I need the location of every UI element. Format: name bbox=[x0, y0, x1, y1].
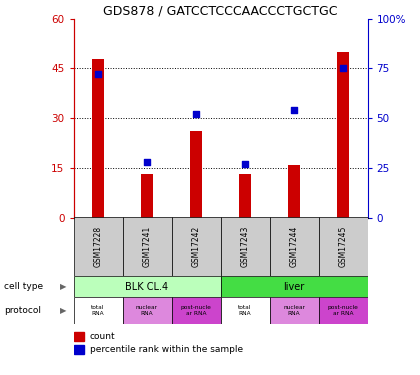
Bar bbox=[123, 297, 171, 324]
Point bbox=[144, 159, 150, 165]
Bar bbox=[270, 217, 318, 276]
Bar bbox=[220, 276, 368, 297]
Bar bbox=[318, 217, 368, 276]
Bar bbox=[141, 174, 153, 217]
Bar bbox=[220, 297, 270, 324]
Bar bbox=[74, 217, 123, 276]
Bar bbox=[318, 297, 368, 324]
Text: post-nucle
ar RNA: post-nucle ar RNA bbox=[181, 306, 211, 316]
Text: cell type: cell type bbox=[4, 282, 43, 291]
Bar bbox=[74, 276, 220, 297]
Text: total
RNA: total RNA bbox=[238, 306, 252, 316]
Text: percentile rank within the sample: percentile rank within the sample bbox=[90, 345, 243, 354]
Bar bbox=[190, 131, 202, 218]
Point bbox=[340, 65, 346, 71]
Text: ▶: ▶ bbox=[60, 306, 66, 315]
Text: count: count bbox=[90, 332, 116, 341]
Bar bbox=[171, 297, 220, 324]
Text: ▶: ▶ bbox=[60, 282, 66, 291]
Text: BLK CL.4: BLK CL.4 bbox=[126, 282, 168, 291]
Text: nuclear
RNA: nuclear RNA bbox=[136, 306, 158, 316]
Bar bbox=[239, 174, 251, 217]
Point bbox=[193, 111, 199, 117]
Bar bbox=[220, 217, 270, 276]
Point bbox=[241, 161, 248, 167]
Bar bbox=[74, 332, 84, 341]
Text: protocol: protocol bbox=[4, 306, 41, 315]
Text: GSM17245: GSM17245 bbox=[339, 226, 347, 267]
Bar bbox=[92, 58, 104, 217]
Text: GSM17241: GSM17241 bbox=[142, 226, 152, 267]
Bar bbox=[74, 297, 123, 324]
Text: GSM17242: GSM17242 bbox=[192, 226, 200, 267]
Text: GSM17228: GSM17228 bbox=[94, 226, 102, 267]
Bar bbox=[270, 297, 318, 324]
Point bbox=[94, 71, 101, 77]
Text: GSM17243: GSM17243 bbox=[241, 226, 249, 267]
Bar bbox=[288, 165, 300, 218]
Bar bbox=[74, 345, 84, 354]
Bar bbox=[337, 52, 349, 217]
Title: GDS878 / GATCCTCCCAACCCTGCTGC: GDS878 / GATCCTCCCAACCCTGCTGC bbox=[103, 4, 338, 18]
Text: GSM17244: GSM17244 bbox=[289, 226, 299, 267]
Bar bbox=[123, 217, 171, 276]
Bar bbox=[171, 217, 220, 276]
Text: liver: liver bbox=[284, 282, 304, 291]
Point bbox=[291, 107, 297, 113]
Text: nuclear
RNA: nuclear RNA bbox=[283, 306, 305, 316]
Text: post-nucle
ar RNA: post-nucle ar RNA bbox=[328, 306, 358, 316]
Text: total
RNA: total RNA bbox=[91, 306, 105, 316]
